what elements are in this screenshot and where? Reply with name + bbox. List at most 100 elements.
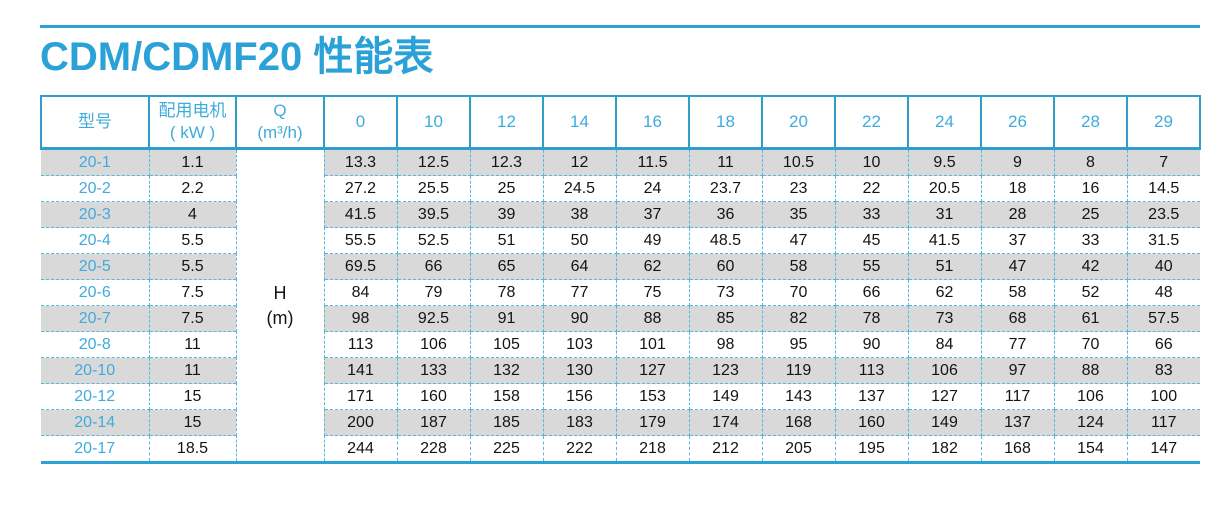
head-value-cell: 106 xyxy=(396,331,471,358)
head-value-cell: 40 xyxy=(1126,253,1200,280)
head-value-cell: 18 xyxy=(980,175,1055,202)
head-value-cell: 25 xyxy=(469,175,544,202)
head-value-cell: 51 xyxy=(907,253,982,280)
head-value-cell: 228 xyxy=(396,435,471,464)
head-value-cell: 36 xyxy=(688,201,763,228)
col-header-flow: 18 xyxy=(688,95,763,150)
head-value-cell: 119 xyxy=(761,357,836,384)
table-row: 20-5 5.5 69.5 66 65 64 62 60 58 55 51 47 42 40 xyxy=(41,253,1200,280)
col-header-q-line1: Q xyxy=(273,100,287,120)
head-value-cell: 65 xyxy=(469,253,544,280)
head-unit-line1: H xyxy=(273,283,287,304)
head-value-cell: 84 xyxy=(323,279,398,306)
head-value-cell: 28 xyxy=(980,201,1055,228)
col-header-flow: 20 xyxy=(761,95,836,150)
head-value-cell: 51 xyxy=(469,227,544,254)
head-value-cell: 12 xyxy=(542,148,617,176)
head-value-cell: 42 xyxy=(1053,253,1128,280)
col-header-flow: 12 xyxy=(469,95,544,150)
head-value-cell: 187 xyxy=(396,409,471,436)
performance-table: 型号 配用电机 ( kW ) Q (m³/h) 0 10 12 14 16 18 20 22 2… xyxy=(40,95,1201,464)
head-value-cell: 88 xyxy=(615,305,690,332)
head-value-cell: 88 xyxy=(1053,357,1128,384)
head-value-cell: 149 xyxy=(907,409,982,436)
head-value-cell: 160 xyxy=(396,383,471,410)
head-value-cell: 183 xyxy=(542,409,617,436)
head-value-cell: 27.2 xyxy=(323,175,398,202)
head-value-cell: 61 xyxy=(1053,305,1128,332)
head-value-cell: 179 xyxy=(615,409,690,436)
head-value-cell: 79 xyxy=(396,279,471,306)
head-value-cell: 57.5 xyxy=(1126,305,1200,332)
head-value-cell: 185 xyxy=(469,409,544,436)
head-value-cell: 182 xyxy=(907,435,982,464)
head-value-cell: 225 xyxy=(469,435,544,464)
head-value-cell: 25 xyxy=(1053,201,1128,228)
head-value-cell: 133 xyxy=(396,357,471,384)
head-value-cell: 103 xyxy=(542,331,617,358)
head-value-cell: 75 xyxy=(615,279,690,306)
header-row: 型号 配用电机 ( kW ) Q (m³/h) 0 10 12 14 16 18 20 22 2… xyxy=(40,95,1201,150)
head-value-cell: 147 xyxy=(1126,435,1200,464)
head-value-cell: 35 xyxy=(761,201,836,228)
col-header-flow: 29 xyxy=(1126,95,1201,150)
motor-power-cell: 11 xyxy=(148,357,237,384)
head-value-cell: 137 xyxy=(834,383,909,410)
head-value-cell: 73 xyxy=(688,279,763,306)
head-value-cell: 55 xyxy=(834,253,909,280)
head-value-cell: 23 xyxy=(761,175,836,202)
head-value-cell: 106 xyxy=(907,357,982,384)
head-value-cell: 39 xyxy=(469,201,544,228)
head-value-cell: 62 xyxy=(907,279,982,306)
head-value-cell: 98 xyxy=(688,331,763,358)
model-cell: 20-2 xyxy=(41,175,150,202)
head-value-cell: 92.5 xyxy=(396,305,471,332)
col-header-flow: 14 xyxy=(542,95,617,150)
head-value-cell: 174 xyxy=(688,409,763,436)
head-value-cell: 153 xyxy=(615,383,690,410)
head-value-cell: 52 xyxy=(1053,279,1128,306)
head-value-cell: 105 xyxy=(469,331,544,358)
model-cell: 20-7 xyxy=(41,305,150,332)
table-row: 20-7 7.5 98 92.5 91 90 88 85 82 78 73 68 61 57.5 xyxy=(41,305,1200,332)
col-header-flow: 24 xyxy=(907,95,982,150)
col-header-flow: 26 xyxy=(980,95,1055,150)
head-value-cell: 37 xyxy=(980,227,1055,254)
head-value-cell: 45 xyxy=(834,227,909,254)
head-value-cell: 49 xyxy=(615,227,690,254)
table-row: 20-1 1.1 H (m) 13.3 12.5 12.3 12 11.5 11 10.5 10 9.5… xyxy=(41,148,1200,464)
head-value-cell: 82 xyxy=(761,305,836,332)
head-value-cell: 95 xyxy=(761,331,836,358)
table-row: 20-3 4 41.5 39.5 39 38 37 36 35 33 31 28 25 23.5 xyxy=(41,201,1200,228)
col-header-flow: 16 xyxy=(615,95,690,150)
motor-power-cell: 5.5 xyxy=(148,253,237,280)
head-value-cell: 23.5 xyxy=(1126,201,1200,228)
head-value-cell: 100 xyxy=(1126,383,1200,410)
head-value-cell: 101 xyxy=(615,331,690,358)
col-header-model: 型号 xyxy=(40,95,150,150)
head-value-cell: 47 xyxy=(980,253,1055,280)
head-value-cell: 90 xyxy=(542,305,617,332)
head-value-cell: 141 xyxy=(323,357,398,384)
motor-power-cell: 5.5 xyxy=(148,227,237,254)
head-value-cell: 7 xyxy=(1126,148,1200,176)
head-value-cell: 98 xyxy=(323,305,398,332)
head-value-cell: 154 xyxy=(1053,435,1128,464)
head-value-cell: 69.5 xyxy=(323,253,398,280)
head-value-cell: 77 xyxy=(980,331,1055,358)
head-value-cell: 123 xyxy=(688,357,763,384)
head-value-cell: 117 xyxy=(980,383,1055,410)
head-value-cell: 11 xyxy=(688,148,763,176)
model-cell: 20-6 xyxy=(41,279,150,306)
col-header-motor: 配用电机 ( kW ) xyxy=(148,95,237,150)
motor-power-cell: 15 xyxy=(148,409,237,436)
head-value-cell: 60 xyxy=(688,253,763,280)
model-cell: 20-4 xyxy=(41,227,150,254)
head-value-cell: 10.5 xyxy=(761,148,836,176)
head-value-cell: 31.5 xyxy=(1126,227,1200,254)
head-unit-merged-cell: H (m) xyxy=(235,148,325,464)
head-value-cell: 24.5 xyxy=(542,175,617,202)
model-cell: 20-12 xyxy=(41,383,150,410)
head-value-cell: 33 xyxy=(1053,227,1128,254)
table-body: 20-1 1.1 H (m) 13.3 12.5 12.3 12 11.5 11 10.5 10 9.5… xyxy=(41,148,1200,464)
